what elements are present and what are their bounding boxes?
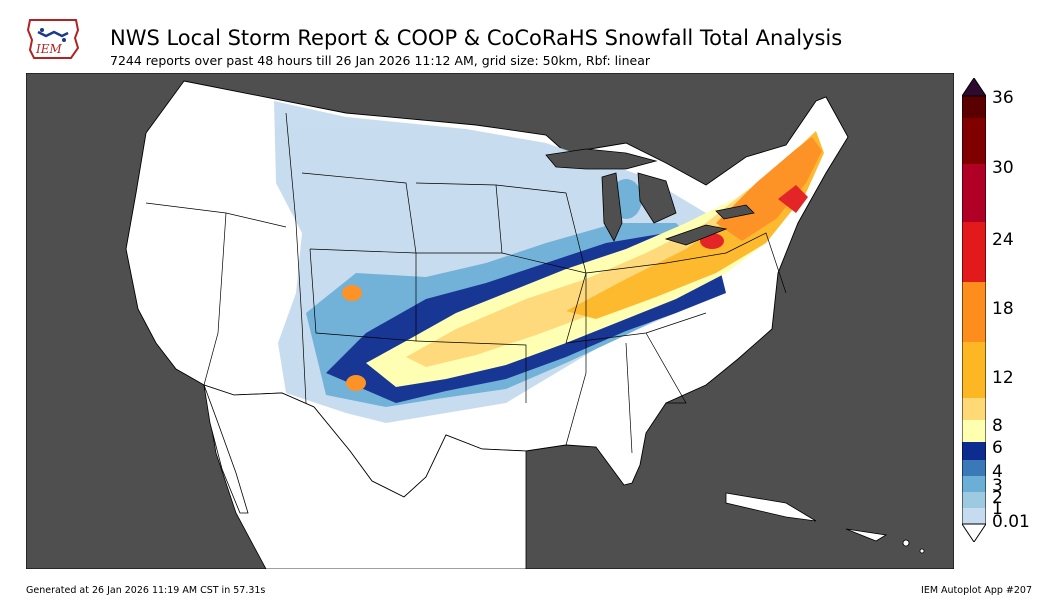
lake-huron (637, 172, 677, 224)
colorbar-bin (962, 118, 986, 164)
colorbar-bin (962, 460, 986, 476)
band-24in (778, 185, 808, 213)
nm-spot (346, 375, 366, 391)
band-8in (406, 157, 806, 367)
generated-footer: Generated at 26 Jan 2026 11:19 AM CST in… (26, 585, 266, 596)
app-footer: IEM Autoplot App #207 (921, 585, 1032, 596)
colorbar (961, 77, 987, 543)
logo-text: IEM (35, 42, 63, 56)
colorbar-bin (962, 492, 986, 508)
colorbar-over-triangle (961, 77, 987, 97)
colorbar-bin (962, 222, 986, 282)
lake-superior (545, 148, 658, 170)
page-title: NWS Local Storm Report & COOP & CoCoRaHS… (110, 26, 843, 50)
colorbar-label: 6 (992, 438, 1003, 458)
colorbar-bin (962, 282, 986, 342)
colorbar-bin (962, 342, 986, 398)
great-lakes (545, 148, 755, 246)
islands (725, 492, 925, 554)
lake-ontario (715, 204, 755, 220)
colorbar-label: 3 (992, 476, 1003, 496)
lake-michigan (601, 172, 623, 242)
colorbar-label: 4 (992, 462, 1003, 482)
lake-erie (664, 224, 728, 246)
colorbar-label: 18 (992, 299, 1014, 319)
mexico-land (203, 384, 527, 570)
baja (203, 384, 249, 514)
colorbar-bin (962, 508, 986, 524)
snowfall-map (25, 72, 955, 570)
colorbar-under-triangle (961, 523, 987, 543)
colorbar-label: 24 (992, 230, 1014, 250)
colorbar-bin (962, 442, 986, 460)
colorbar-label: 12 (992, 368, 1014, 388)
colorbar-bin (962, 476, 986, 492)
colorbar-bin (962, 164, 986, 222)
colorbar-label: 2 (992, 488, 1003, 508)
colorbar-label: 1 (992, 499, 1003, 519)
colorbar-label: 36 (992, 88, 1014, 108)
colorbar-label: 8 (992, 416, 1003, 436)
colorbar-label: 0.01 (992, 512, 1030, 532)
colorbar-bin (962, 96, 986, 118)
colorbar-bin (962, 420, 986, 442)
iem-logo: IEM (24, 14, 82, 66)
co-spot (342, 285, 362, 301)
colorbar-bin (962, 398, 986, 420)
state-lines (145, 112, 787, 454)
colorbar-label: 30 (992, 158, 1014, 178)
page-subtitle: 7244 reports over past 48 hours till 26 … (110, 53, 651, 68)
